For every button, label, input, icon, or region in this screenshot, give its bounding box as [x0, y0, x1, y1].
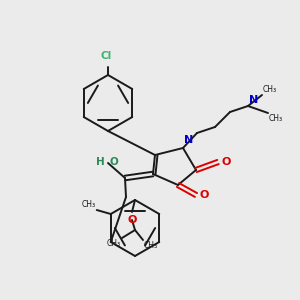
Text: CH₃: CH₃ [144, 241, 158, 250]
Text: CH₃: CH₃ [263, 85, 277, 94]
Text: O: O [109, 157, 118, 167]
Text: CH₃: CH₃ [269, 114, 283, 123]
Text: O: O [127, 215, 137, 225]
Text: CH₃: CH₃ [107, 239, 121, 248]
Text: Cl: Cl [100, 51, 112, 61]
Text: N: N [249, 95, 258, 105]
Text: N: N [184, 135, 193, 145]
Text: O: O [199, 190, 208, 200]
Text: H: H [96, 157, 105, 167]
Text: O: O [221, 157, 230, 167]
Text: CH₃: CH₃ [82, 200, 96, 209]
